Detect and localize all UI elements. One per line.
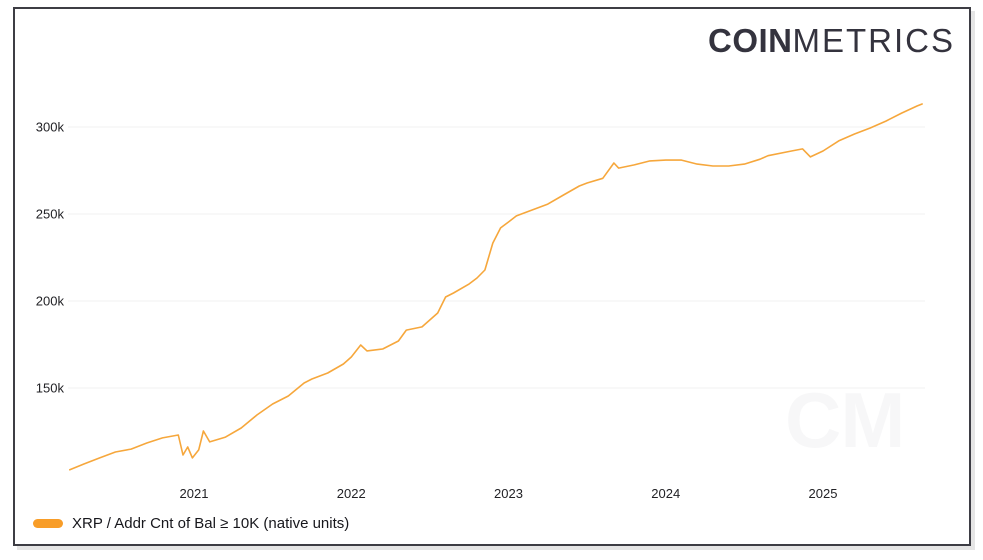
logo-coin-text: COIN	[708, 22, 793, 59]
legend-swatch	[33, 519, 63, 528]
logo-metrics-text: METRICS	[792, 22, 955, 59]
y-tick-300k: 300k	[36, 120, 65, 135]
chart-line-series-0	[68, 103, 923, 471]
y-tick-150k: 150k	[36, 381, 65, 396]
coinmetrics-logo: COINMETRICS	[708, 24, 955, 57]
chart-card: 150k 200k 250k 300k 2021 2022 2023 2024 2025 COI…	[13, 7, 971, 546]
legend-label: XRP / Addr Cnt of Bal ≥ 10K (native unit…	[72, 515, 350, 532]
x-tick-2023: 2023	[494, 486, 523, 501]
x-tick-2022: 2022	[337, 486, 366, 501]
x-tick-2024: 2024	[651, 486, 680, 501]
x-tick-2021: 2021	[180, 486, 209, 501]
x-tick-2025: 2025	[809, 486, 838, 501]
y-tick-250k: 250k	[36, 207, 65, 222]
y-tick-200k: 200k	[36, 294, 65, 309]
legend: XRP / Addr Cnt of Bal ≥ 10K (native unit…	[33, 515, 349, 532]
line-chart: 150k 200k 250k 300k 2021 2022 2023 2024 2025	[36, 103, 925, 501]
cm-watermark: CM	[785, 375, 904, 466]
